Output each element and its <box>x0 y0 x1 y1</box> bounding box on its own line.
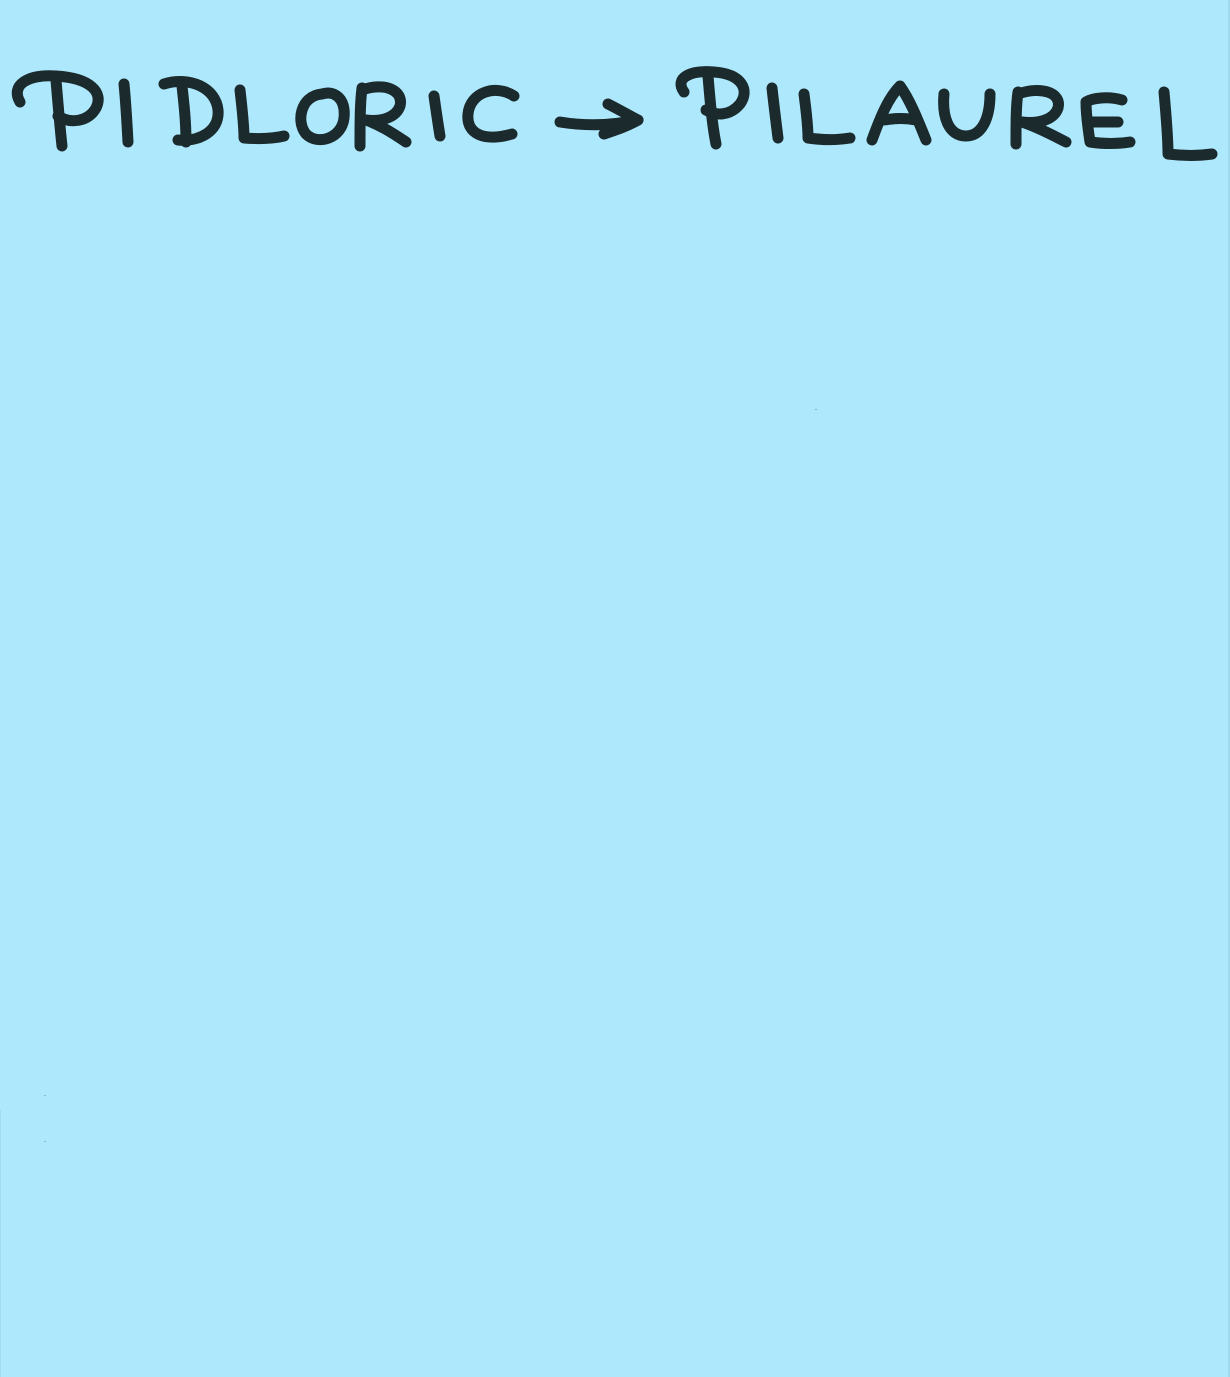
handwritten-word-pilaurel <box>675 66 1218 161</box>
paper-edge-left <box>0 1110 1 1377</box>
handwritten-word-pidloric <box>11 70 520 152</box>
arrow-icon <box>554 98 644 140</box>
paper-speck <box>44 1141 46 1142</box>
paper-speck <box>815 409 817 410</box>
handwritten-line <box>11 66 1218 161</box>
paper-edge-right <box>1228 0 1230 1377</box>
paper-speck <box>44 1095 46 1096</box>
